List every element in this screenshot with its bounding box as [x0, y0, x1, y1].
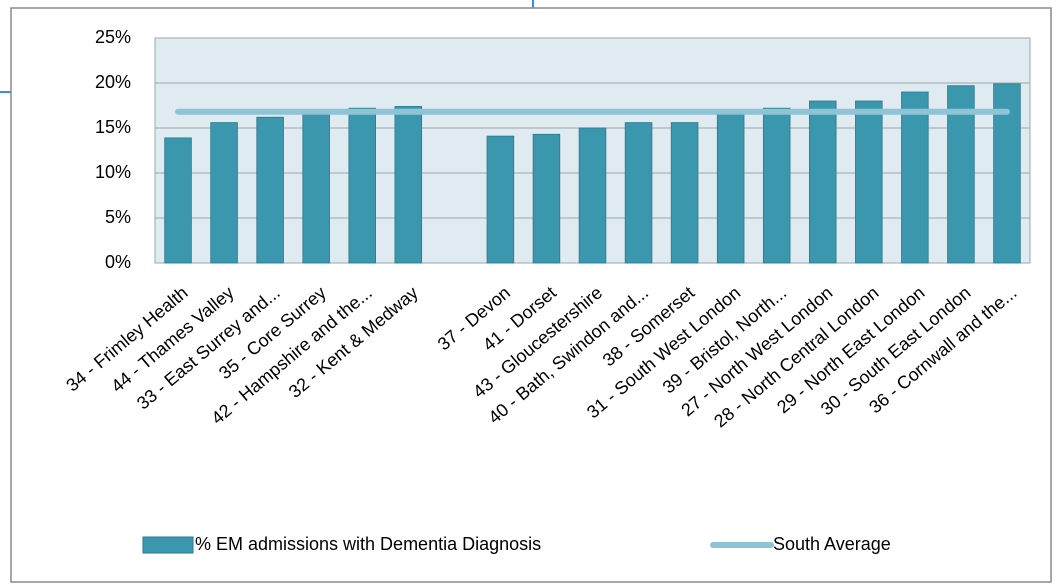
bar	[348, 107, 376, 264]
bar	[394, 106, 423, 264]
y-tick-label: 25%	[95, 27, 131, 47]
bar	[210, 122, 238, 264]
bar	[947, 85, 975, 264]
bar	[809, 100, 837, 264]
y-tick-label: 10%	[95, 162, 131, 182]
bar	[762, 107, 791, 264]
bar	[670, 122, 699, 264]
bar	[855, 100, 883, 264]
y-tick-label: 0%	[105, 252, 131, 272]
y-tick-label: 20%	[95, 72, 131, 92]
y-tick-label: 5%	[105, 207, 131, 227]
legend-label: % EM admissions with Dementia Diagnosis	[195, 534, 541, 554]
bar	[578, 127, 607, 264]
bar	[624, 122, 653, 264]
bar	[901, 91, 929, 264]
y-tick-label: 15%	[95, 117, 131, 137]
legend-swatch	[142, 536, 194, 554]
bar	[302, 114, 330, 264]
bar	[164, 137, 192, 264]
bar	[486, 135, 515, 264]
bar	[716, 114, 745, 264]
legend-label: South Average	[773, 534, 891, 554]
bar	[532, 133, 561, 264]
bar	[256, 116, 284, 264]
